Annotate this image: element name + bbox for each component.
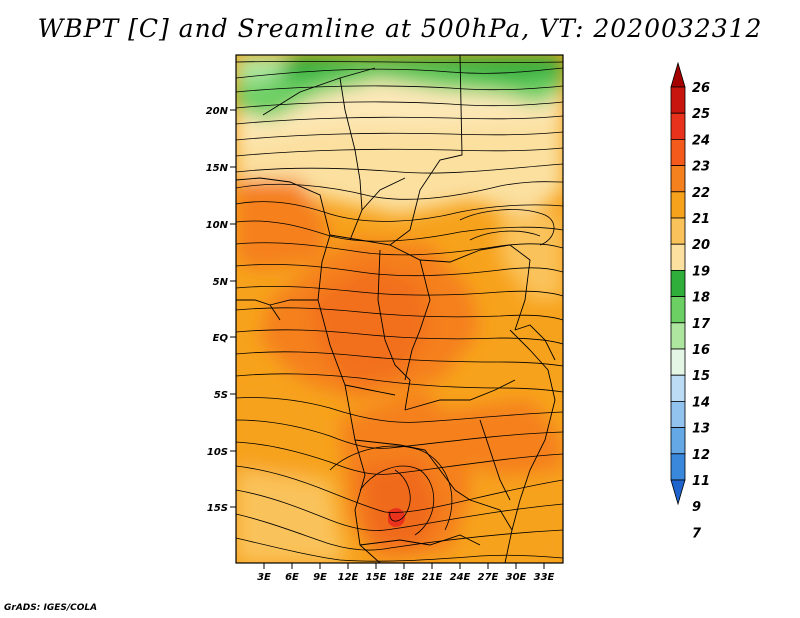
colorbar-label: 7 [692, 526, 702, 541]
colorbar-segment [670, 86, 686, 114]
lon-label: 6E [285, 572, 299, 583]
lon-label: 27E [478, 572, 499, 583]
lon-label: 33E [534, 572, 555, 583]
colorbar-label: 18 [692, 291, 710, 306]
lat-label: 10S [207, 447, 228, 458]
country-borders [236, 55, 556, 563]
colorbar-label: 9 [692, 500, 701, 515]
grads-credit: GrADS: IGES/COLA [4, 603, 98, 613]
lon-label: 30E [506, 572, 527, 583]
lat-label: EQ [213, 333, 229, 344]
colorbar-label: 12 [692, 448, 710, 463]
lon-label: 21E [422, 572, 443, 583]
colorbar-segment [670, 427, 686, 455]
colorbar-label: 25 [692, 107, 710, 122]
colorbar-label: 13 [692, 422, 710, 437]
colorbar-label: 24 [692, 133, 710, 148]
colorbar-label: 23 [692, 160, 710, 175]
wbpt-shading [236, 55, 563, 563]
colorbar-segment [670, 453, 686, 481]
colorbar-label: 16 [692, 343, 710, 358]
colorbar-label: 26 [692, 81, 710, 96]
lon-label: 24E [450, 572, 471, 583]
lon-label: 3E [257, 572, 271, 583]
colorbar-segment [670, 269, 686, 297]
colorbar-label: 22 [692, 186, 710, 201]
lon-label: 9E [313, 572, 327, 583]
colorbar-bottom-arrow [670, 479, 686, 506]
colorbar-segment [670, 165, 686, 193]
lat-label: 20N [206, 106, 229, 117]
lat-label: 15N [206, 163, 229, 174]
lon-axis: 3E 6E 9E 12E 15E 18E 21E 24E 27E 30E 33E [257, 563, 555, 583]
colorbar-label: 19 [692, 264, 710, 279]
colorbar-label: 21 [692, 212, 710, 227]
colorbar-label: 11 [692, 474, 710, 489]
map-title: WBPT [C] and Sreamline at 500hPa, VT: 20… [37, 14, 763, 43]
colorbar-segment [670, 191, 686, 219]
lat-label: 15S [207, 503, 228, 514]
colorbar-segment [670, 217, 686, 245]
colorbar-segment [670, 374, 686, 402]
lat-label: 5N [213, 277, 229, 288]
colorbar-segment [670, 400, 686, 428]
colorbar-top-arrow [670, 61, 686, 88]
lon-label: 18E [394, 572, 415, 583]
colorbar-segment [670, 348, 686, 376]
colorbar-label: 15 [692, 369, 710, 384]
colorbar-segment [670, 138, 686, 166]
colorbar-label: 14 [692, 395, 710, 410]
streamlines [236, 61, 563, 562]
lat-axis: 20N 15N 10N 5N EQ 5S 10S 15S [206, 106, 236, 514]
lat-label: 10N [206, 220, 229, 231]
colorbar-segment [670, 112, 686, 140]
colorbar-label: 20 [692, 238, 710, 253]
colorbar-segment [670, 322, 686, 350]
colorbar-segment [670, 296, 686, 324]
map-frame [235, 54, 564, 564]
colorbar: 26 25 24 23 22 21 20 19 18 17 16 15 14 13 12 11 9 7 [670, 61, 711, 541]
lat-label: 5S [214, 390, 228, 401]
colorbar-label: 17 [692, 317, 711, 332]
lon-label: 15E [366, 572, 387, 583]
lon-label: 12E [338, 572, 359, 583]
colorbar-segment [670, 243, 686, 271]
